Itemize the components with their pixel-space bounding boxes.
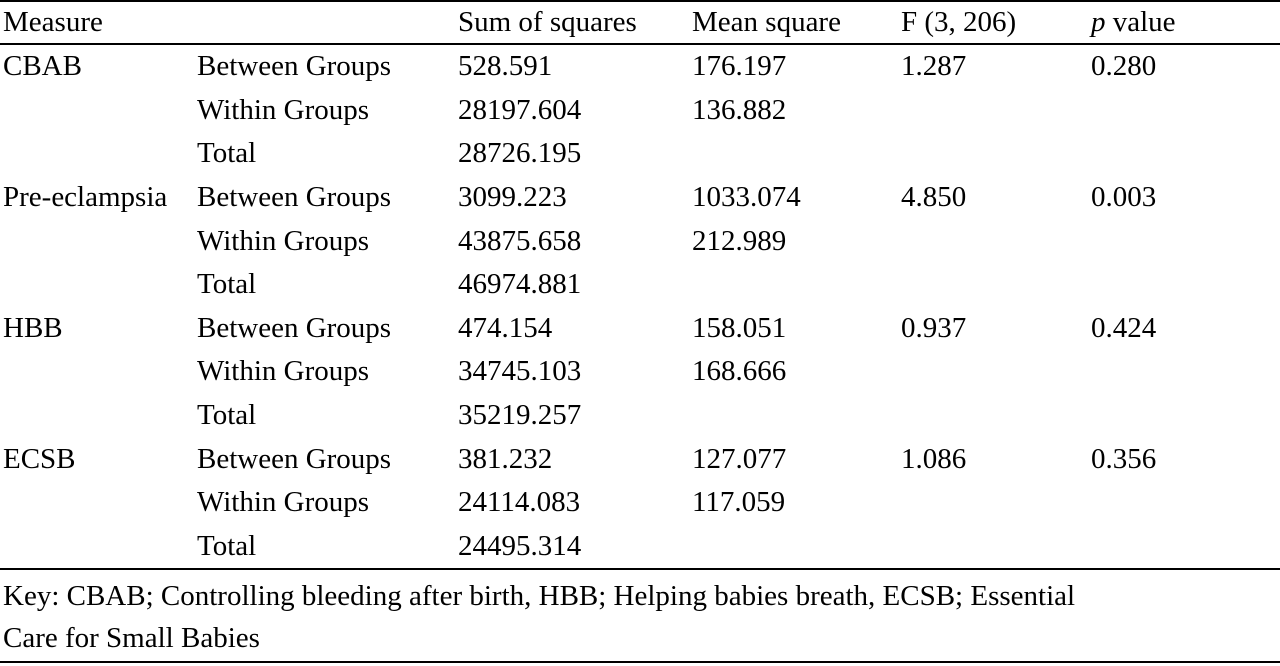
cell-f-statistic (898, 394, 1088, 438)
cell-sum-of-squares: 474.154 (458, 311, 553, 344)
cell-f-statistic (898, 524, 1088, 571)
cell-measure (0, 394, 197, 438)
table-row: Within Groups 43875.658 212.989 (0, 219, 1280, 263)
cell-measure: CBAB (3, 50, 82, 83)
footnote-line-1: Key: CBAB; Controlling bleeding after bi… (3, 580, 1076, 612)
cell-mean-square: 136.882 (692, 93, 787, 126)
header-f-statistic: F (3, 206) (898, 0, 1088, 45)
cell-source: Within Groups (197, 486, 370, 519)
table-row: CBAB Between Groups 528.591 176.197 1.287 0.2… (0, 44, 1280, 89)
cell-p-value (1088, 219, 1280, 263)
cell-measure (0, 219, 197, 263)
cell-sum-of-squares: 3099.223 (458, 181, 567, 214)
table-row: ECSB Between Groups 381.232 127.077 1.086 0.3… (0, 437, 1280, 481)
header-sum-of-squares: Sum of squares (455, 0, 689, 45)
table-row: Total 46974.881 (0, 263, 1280, 307)
cell-sum-of-squares: 28197.604 (458, 93, 582, 126)
table-row: Total 35219.257 (0, 394, 1280, 438)
cell-f-statistic (898, 263, 1088, 307)
cell-source: Total (197, 524, 455, 571)
cell-sum-of-squares: 35219.257 (458, 399, 582, 432)
table-row: Within Groups 24114.083 117.059 (0, 481, 1280, 525)
cell-source: Between Groups (197, 311, 392, 344)
table-body: CBAB Between Groups 528.591 176.197 1.287 0.2… (0, 44, 1280, 571)
cell-measure (0, 89, 197, 133)
cell-f-statistic: 4.850 (901, 181, 967, 214)
cell-f-statistic: 1.287 (901, 50, 967, 83)
cell-f-statistic (898, 89, 1088, 133)
table-row: HBB Between Groups 474.154 158.051 0.937 0.42… (0, 307, 1280, 351)
cell-mean-square: 127.077 (692, 442, 787, 475)
cell-sum-of-squares: 34745.103 (458, 355, 582, 388)
table-header-row: Measure Sum of squares Mean square F (3,… (0, 0, 1280, 45)
cell-measure (0, 524, 197, 571)
table-row: Within Groups 28197.604 136.882 (0, 89, 1280, 133)
cell-measure: Pre-eclampsia (3, 181, 168, 214)
cell-f-statistic (898, 350, 1088, 394)
table-row: Total 24495.314 (0, 524, 1280, 571)
cell-sum-of-squares: 528.591 (458, 50, 553, 83)
cell-source: Between Groups (197, 50, 392, 83)
cell-p-value (1088, 132, 1280, 176)
cell-mean-square: 158.051 (692, 311, 787, 344)
cell-f-statistic (898, 219, 1088, 263)
cell-p-value (1088, 394, 1280, 438)
table-row: Total 28726.195 (0, 132, 1280, 176)
table-footnote: Key: CBAB; Controlling bleeding after bi… (0, 575, 1280, 663)
anova-table: Measure Sum of squares Mean square F (3,… (0, 0, 1280, 571)
table-row: Within Groups 34745.103 168.666 (0, 350, 1280, 394)
cell-f-statistic (898, 132, 1088, 176)
cell-f-statistic: 0.937 (901, 311, 967, 344)
cell-mean-square (689, 263, 898, 307)
cell-source: Within Groups (197, 93, 370, 126)
cell-f-statistic: 1.086 (901, 442, 967, 475)
cell-f-statistic (898, 481, 1088, 525)
cell-mean-square: 212.989 (692, 224, 787, 257)
cell-sum-of-squares: 24114.083 (458, 486, 581, 519)
cell-p-value (1088, 481, 1280, 525)
cell-sum-of-squares: 28726.195 (458, 137, 582, 170)
cell-source: Between Groups (197, 442, 392, 475)
cell-measure: HBB (3, 311, 63, 344)
cell-mean-square (689, 132, 898, 176)
footnote-line-2: Care for Small Babies (3, 622, 260, 654)
anova-table-container: Measure Sum of squares Mean square F (3,… (0, 0, 1280, 571)
cell-mean-square (689, 524, 898, 571)
cell-p-value (1088, 89, 1280, 133)
header-p-rest: value (1105, 6, 1176, 38)
table-row: Pre-eclampsia Between Groups 3099.223 1033.… (0, 176, 1280, 220)
header-mean-square: Mean square (689, 0, 898, 45)
header-source (197, 0, 455, 45)
cell-measure (0, 350, 197, 394)
cell-sum-of-squares: 43875.658 (458, 224, 582, 257)
cell-measure (0, 481, 197, 525)
cell-p-value: 0.280 (1091, 50, 1157, 83)
cell-source: Total (197, 399, 257, 432)
cell-p-value: 0.003 (1091, 181, 1157, 214)
cell-source: Total (197, 137, 257, 170)
cell-p-value (1088, 350, 1280, 394)
cell-p-value (1088, 263, 1280, 307)
header-p-value: p value (1088, 0, 1280, 45)
cell-measure: ECSB (3, 442, 76, 475)
cell-p-value (1088, 524, 1280, 571)
header-p-italic: p (1091, 6, 1106, 38)
cell-sum-of-squares: 381.232 (458, 442, 553, 475)
cell-p-value: 0.356 (1091, 442, 1157, 475)
cell-sum-of-squares: 24495.314 (455, 524, 689, 571)
cell-mean-square: 176.197 (692, 50, 787, 83)
cell-mean-square: 1033.074 (692, 181, 801, 214)
cell-mean-square (689, 394, 898, 438)
cell-measure (0, 263, 197, 307)
header-measure: Measure (0, 0, 197, 45)
cell-sum-of-squares: 46974.881 (458, 268, 582, 301)
cell-source: Within Groups (197, 224, 370, 257)
cell-measure (0, 132, 197, 176)
cell-mean-square: 117.059 (692, 486, 786, 519)
cell-source: Total (197, 268, 257, 301)
cell-source: Within Groups (197, 355, 370, 388)
cell-mean-square: 168.666 (692, 355, 787, 388)
cell-source: Between Groups (197, 181, 392, 214)
cell-p-value: 0.424 (1091, 311, 1157, 344)
